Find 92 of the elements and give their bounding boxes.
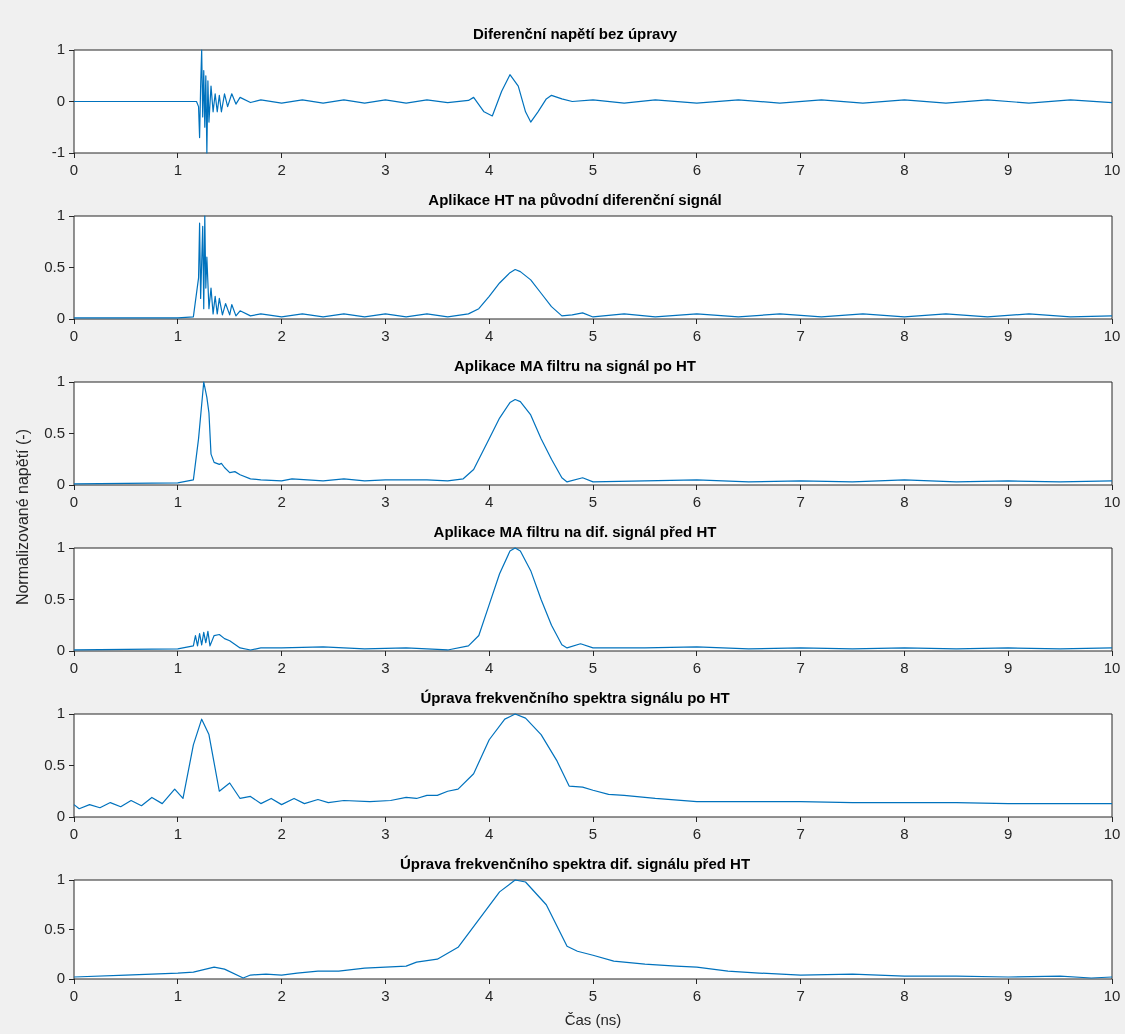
chart-title: Diferenční napětí bez úpravy <box>472 25 678 43</box>
x-tick-label: 5 <box>588 659 598 677</box>
x-tick-label: 2 <box>277 493 286 511</box>
x-tick-label: 3 <box>381 825 390 843</box>
y-tick-label: 0 <box>56 475 65 493</box>
y-tick-label: 0.5 <box>44 919 65 937</box>
y-tick-label: 0 <box>56 969 65 987</box>
x-tick-label: 9 <box>1004 825 1013 843</box>
y-tick-label: 0 <box>56 641 65 659</box>
x-tick-label: 0 <box>69 825 79 843</box>
y-tick-label: 0 <box>56 309 65 327</box>
x-tick-label: 5 <box>588 987 598 1005</box>
chart-title: Úprava frekvenčního spektra dif. signálu před HT <box>399 855 751 873</box>
x-tick-label: 6 <box>692 493 701 511</box>
x-tick-label: 9 <box>1004 493 1013 511</box>
x-tick-label: 0 <box>69 659 79 677</box>
x-tick-label: 8 <box>900 825 909 843</box>
x-tick-label: 4 <box>485 327 494 345</box>
x-tick-label: 10 <box>1103 327 1121 345</box>
x-tick-label: 0 <box>69 161 79 179</box>
x-tick-label: 10 <box>1103 493 1121 511</box>
x-tick-label: 3 <box>381 493 390 511</box>
x-tick-label: 1 <box>173 327 182 345</box>
x-tick-label: 1 <box>173 825 182 843</box>
y-tick-label: 1 <box>56 40 65 58</box>
x-tick-label: 6 <box>692 327 701 345</box>
x-axis-title: Čas (ns) <box>564 1011 622 1029</box>
x-tick-label: 6 <box>692 825 701 843</box>
y-tick-label: 1 <box>56 704 65 722</box>
x-tick-label: 4 <box>485 161 494 179</box>
y-tick-label: 0.5 <box>44 589 65 607</box>
y-tick-label: 1 <box>56 372 65 390</box>
x-tick-label: 10 <box>1103 659 1121 677</box>
x-tick-label: 4 <box>485 493 494 511</box>
y-tick-label: 0.5 <box>44 257 65 275</box>
x-tick-label: 5 <box>588 825 598 843</box>
y-tick-label: 0.5 <box>44 755 65 773</box>
x-tick-label: 4 <box>485 825 494 843</box>
x-tick-label: 10 <box>1103 161 1121 179</box>
x-tick-label: 8 <box>900 987 909 1005</box>
x-tick-label: 2 <box>277 327 286 345</box>
x-tick-label: 8 <box>900 161 909 179</box>
x-tick-label: 1 <box>173 659 182 677</box>
x-tick-label: 8 <box>900 327 909 345</box>
x-tick-label: 3 <box>381 659 390 677</box>
x-tick-label: 6 <box>692 161 701 179</box>
x-tick-label: 3 <box>381 161 390 179</box>
x-tick-label: 0 <box>69 987 79 1005</box>
chart-title: Aplikace HT na původní diferenční signál <box>428 191 722 209</box>
x-tick-label: 5 <box>588 493 598 511</box>
x-tick-label: 7 <box>796 825 805 843</box>
x-tick-label: 2 <box>277 987 286 1005</box>
x-tick-label: 9 <box>1004 161 1013 179</box>
x-tick-label: 1 <box>173 161 182 179</box>
x-tick-label: 3 <box>381 987 390 1005</box>
x-tick-label: 4 <box>485 659 494 677</box>
x-tick-label: 2 <box>277 659 286 677</box>
y-tick-label: 1 <box>56 206 65 224</box>
x-tick-label: 7 <box>796 327 805 345</box>
x-tick-label: 7 <box>796 161 805 179</box>
x-tick-label: 10 <box>1103 825 1121 843</box>
x-tick-label: 9 <box>1004 327 1013 345</box>
x-tick-label: 6 <box>692 659 701 677</box>
x-tick-label: 2 <box>277 825 286 843</box>
x-tick-label: 3 <box>381 327 390 345</box>
y-tick-label: -1 <box>51 143 65 161</box>
x-tick-label: 0 <box>69 493 79 511</box>
x-tick-label: 4 <box>485 987 494 1005</box>
x-tick-label: 1 <box>173 493 182 511</box>
chart-title: Úprava frekvenčního spektra signálu po HT <box>420 689 730 707</box>
x-tick-label: 8 <box>900 659 909 677</box>
y-tick-label: 0 <box>56 807 65 825</box>
x-tick-label: 7 <box>796 493 805 511</box>
x-tick-label: 5 <box>588 327 598 345</box>
x-tick-label: 7 <box>796 987 805 1005</box>
y-tick-label: 0 <box>56 91 65 109</box>
y-axis-title: Normalizované napětí (-) <box>14 428 32 606</box>
x-tick-label: 10 <box>1103 987 1121 1005</box>
x-tick-label: 0 <box>69 327 79 345</box>
x-tick-label: 2 <box>277 161 286 179</box>
y-tick-label: 1 <box>56 870 65 888</box>
x-tick-label: 5 <box>588 161 598 179</box>
chart-title: Aplikace MA filtru na dif. signál před HT <box>433 523 717 541</box>
x-tick-label: 7 <box>796 659 805 677</box>
x-tick-label: 1 <box>173 987 182 1005</box>
x-tick-label: 6 <box>692 987 701 1005</box>
x-tick-label: 9 <box>1004 987 1013 1005</box>
x-tick-label: 9 <box>1004 659 1013 677</box>
chart-title: Aplikace MA filtru na signál po HT <box>454 357 696 375</box>
x-tick-label: 8 <box>900 493 909 511</box>
y-tick-label: 1 <box>56 538 65 556</box>
y-tick-label: 0.5 <box>44 423 65 441</box>
